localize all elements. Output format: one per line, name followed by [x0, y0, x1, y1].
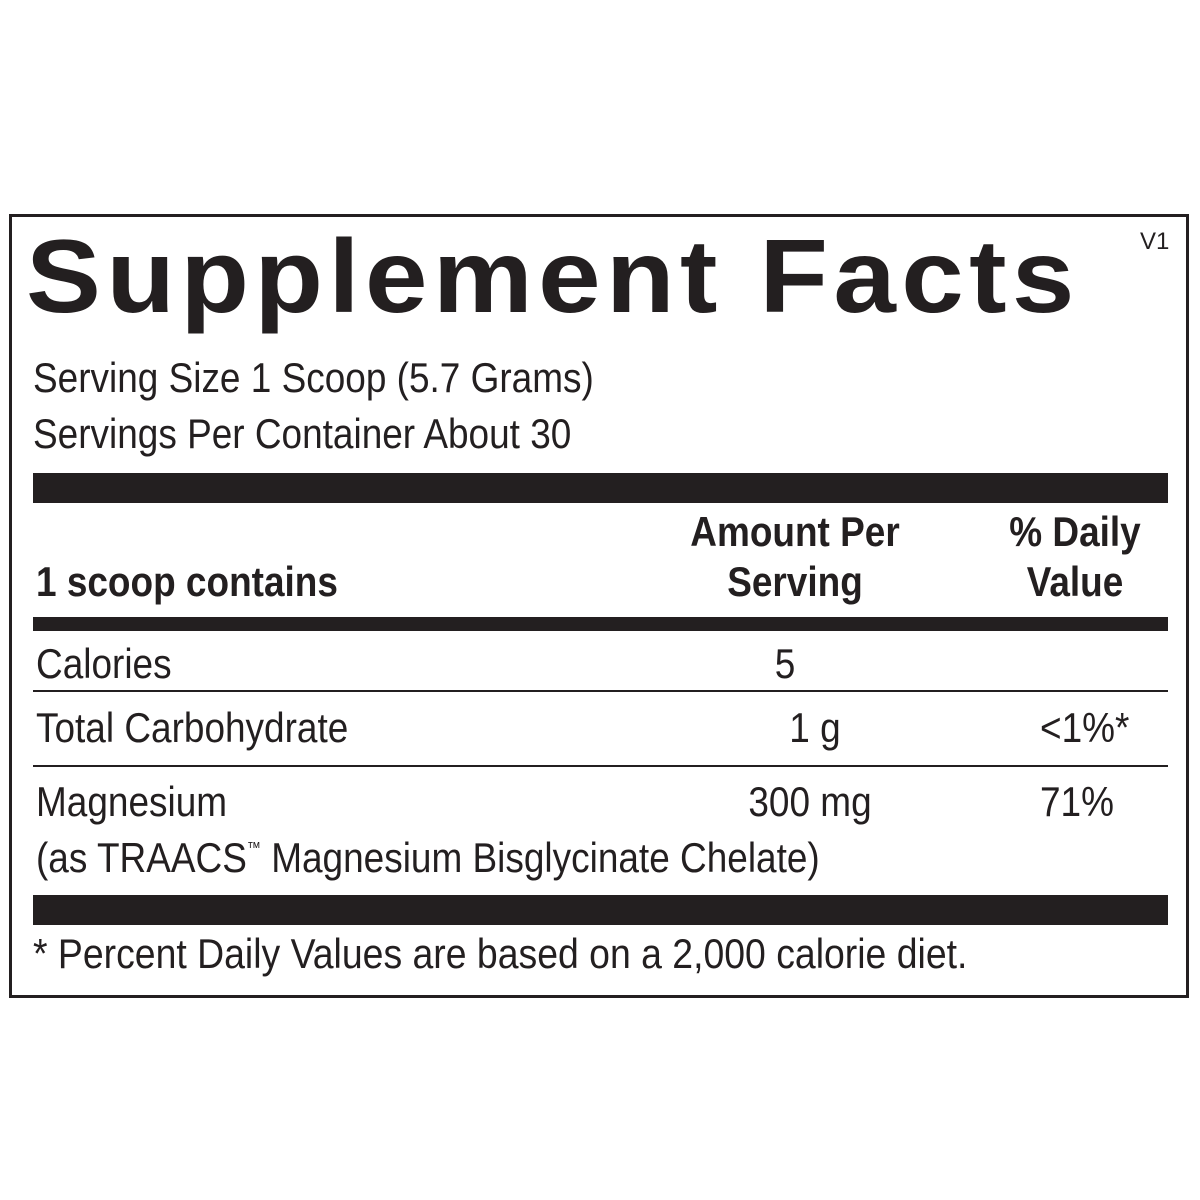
row-dv: 71% — [1040, 778, 1114, 825]
row-divider — [33, 690, 1168, 692]
row-divider — [33, 765, 1168, 767]
divider-thick — [33, 895, 1168, 925]
row-amount: 300 mg — [748, 778, 872, 825]
header-dv-1: % Daily — [1009, 508, 1141, 555]
footnote: * Percent Daily Values are based on a 2,… — [33, 930, 968, 977]
row-sub-description: (as TRAACS™ Magnesium Bisglycinate Chela… — [36, 834, 820, 882]
row-name: Magnesium — [36, 778, 228, 825]
row-amount: 5 — [774, 640, 796, 687]
panel-title: Supplement Facts — [26, 219, 1080, 335]
sub-text: (as TRAACS — [36, 834, 247, 881]
servings-per-container: Servings Per Container About 30 — [33, 410, 572, 457]
header-dv-2: Value — [1026, 558, 1124, 605]
row-dv: <1%* — [1040, 704, 1130, 751]
row-name: Calories — [36, 640, 172, 687]
divider-medium — [33, 617, 1168, 631]
row-amount: 1 g — [789, 704, 841, 751]
trademark: ™ — [246, 840, 261, 857]
row-name: Total Carbohydrate — [36, 704, 349, 751]
header-contains: 1 scoop contains — [36, 558, 338, 605]
serving-size: Serving Size 1 Scoop (5.7 Grams) — [33, 354, 594, 401]
supplement-facts-panel — [9, 214, 1189, 998]
sub-text: Magnesium Bisglycinate Chelate) — [260, 834, 820, 881]
version-label: V1 — [1140, 228, 1170, 255]
header-amount-2: Serving — [727, 558, 863, 605]
divider-thick — [33, 473, 1168, 503]
header-amount-1: Amount Per — [690, 508, 900, 555]
